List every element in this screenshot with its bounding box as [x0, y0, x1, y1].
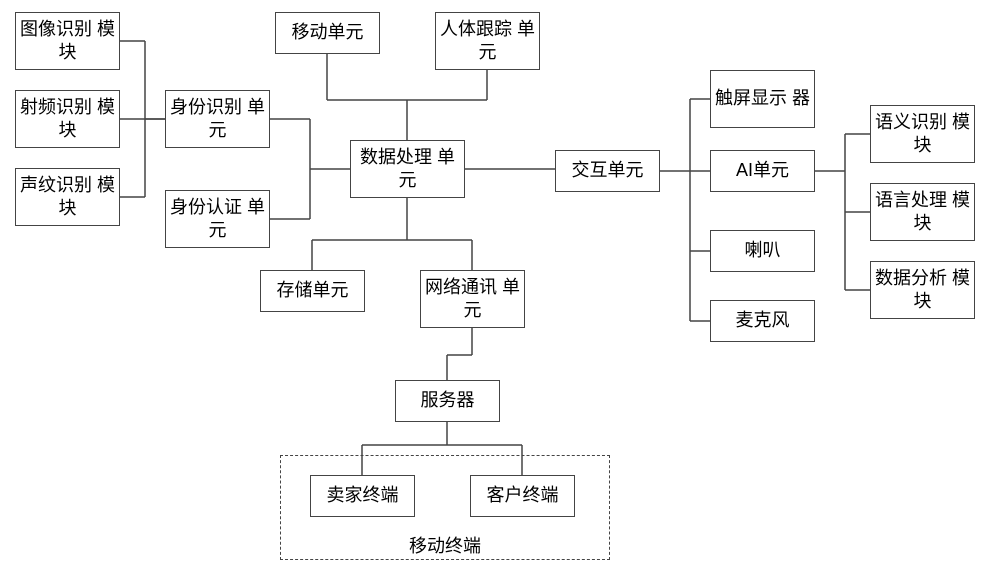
node-data-processing-unit: 数据处理 单元 [350, 140, 465, 198]
node-touch-display: 触屏显示 器 [710, 70, 815, 128]
node-rf-recognition-module: 射频识别 模块 [15, 90, 120, 148]
node-microphone: 麦克风 [710, 300, 815, 342]
node-seller-terminal: 卖家终端 [310, 475, 415, 517]
label: 图像识别 模块 [20, 18, 115, 65]
label: 服务器 [421, 389, 475, 412]
node-body-tracking-unit: 人体跟踪 单元 [435, 12, 540, 70]
node-identity-auth-unit: 身份认证 单元 [165, 190, 270, 248]
label: 语义识别 模块 [875, 111, 970, 158]
node-language-processing-module: 语言处理 模块 [870, 183, 975, 241]
node-image-recognition-module: 图像识别 模块 [15, 12, 120, 70]
label: 存储单元 [277, 279, 349, 302]
group-mobile-terminal-label: 移动终端 [280, 532, 610, 558]
node-storage-unit: 存储单元 [260, 270, 365, 312]
label: 交互单元 [572, 159, 644, 182]
label: 触屏显示 器 [715, 87, 810, 110]
node-data-analysis-module: 数据分析 模块 [870, 261, 975, 319]
label: 身份识别 单元 [170, 96, 265, 143]
node-network-comm-unit: 网络通讯 单元 [420, 270, 525, 328]
label: 声纹识别 模块 [20, 174, 115, 221]
node-server: 服务器 [395, 380, 500, 422]
node-semantic-recognition-module: 语义识别 模块 [870, 105, 975, 163]
label: AI单元 [736, 159, 789, 182]
label: 身份认证 单元 [170, 196, 265, 243]
label: 数据分析 模块 [875, 267, 970, 314]
node-mobile-unit: 移动单元 [275, 12, 380, 54]
label: 卖家终端 [327, 484, 399, 507]
node-ai-unit: AI单元 [710, 150, 815, 192]
node-voiceprint-recognition-module: 声纹识别 模块 [15, 168, 120, 226]
node-identity-recognition-unit: 身份识别 单元 [165, 90, 270, 148]
label: 麦克风 [736, 309, 790, 332]
label: 语言处理 模块 [875, 189, 970, 236]
label: 客户终端 [487, 484, 559, 507]
label: 人体跟踪 单元 [440, 18, 535, 65]
node-interaction-unit: 交互单元 [555, 150, 660, 192]
label: 射频识别 模块 [20, 96, 115, 143]
label: 喇叭 [745, 239, 781, 262]
label: 网络通讯 单元 [425, 276, 520, 323]
node-client-terminal: 客户终端 [470, 475, 575, 517]
node-speaker: 喇叭 [710, 230, 815, 272]
label: 移动单元 [292, 21, 364, 44]
label: 数据处理 单元 [355, 146, 460, 193]
